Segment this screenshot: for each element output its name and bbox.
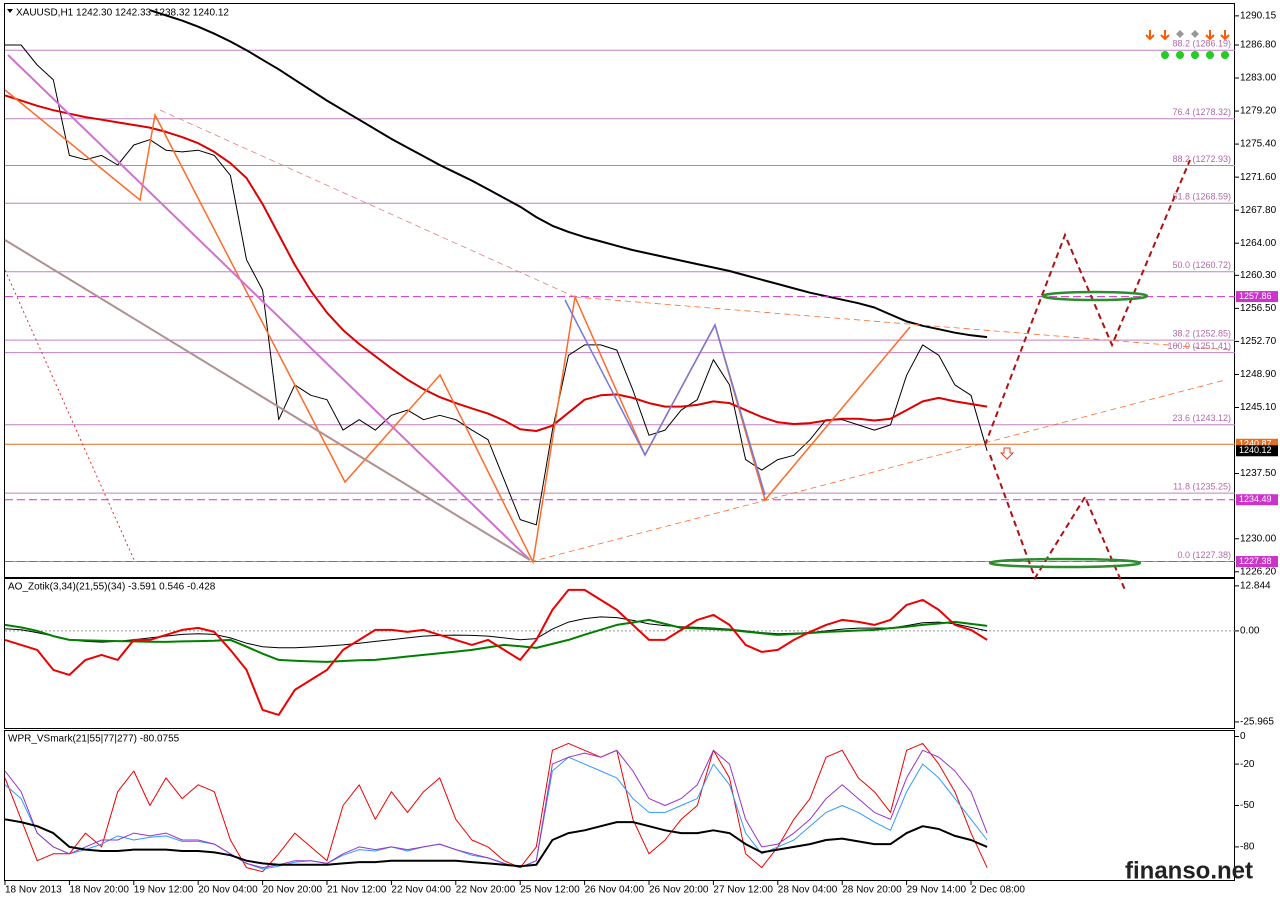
target-zone xyxy=(988,557,1142,569)
panel-title: AO_Zotik(3,34)(21,55)(34) -3.591 0.546 -… xyxy=(8,582,216,593)
price-tag xyxy=(1236,438,1278,450)
wpr-panel-border xyxy=(4,730,1235,881)
fibo-label: 23.6 (1243.12) xyxy=(1172,413,1231,423)
series-line xyxy=(4,742,988,873)
ao-panel-border xyxy=(4,578,1235,729)
y-tick-label: 1237.50 xyxy=(1240,468,1277,479)
x-tick-label: 20 Nov 20:00 xyxy=(263,885,323,896)
y-tick-label: 1248.90 xyxy=(1240,369,1277,380)
series-line xyxy=(5,44,988,526)
x-tick-label: 22 Nov 20:00 xyxy=(456,885,516,896)
x-tick-label: 18 Nov 2013 xyxy=(5,885,62,896)
y-tick-label: 1256.50 xyxy=(1240,303,1277,314)
x-tick-label: 28 Nov 20:00 xyxy=(842,885,902,896)
x-tick-label: 20 Nov 04:00 xyxy=(198,885,258,896)
fibo-label: 38.2 (1252.85) xyxy=(1172,328,1231,338)
x-tick-label: 29 Nov 14:00 xyxy=(907,885,967,896)
fibo-label: 100.0 (1251.41) xyxy=(1167,341,1231,351)
menu-triangle xyxy=(7,9,13,13)
main-panel-border xyxy=(4,3,1235,578)
fibo-label: 0.0 (1227.38) xyxy=(1177,550,1231,560)
price-tag xyxy=(1236,291,1278,303)
trend-line xyxy=(159,109,576,298)
projection-up xyxy=(984,159,1191,446)
y-tick-label: 0 xyxy=(1240,731,1246,742)
frame xyxy=(4,3,1235,881)
y-tick-label: 1264.00 xyxy=(1240,238,1277,249)
channel-line xyxy=(4,239,531,561)
target-zone xyxy=(1041,290,1149,302)
channel-line xyxy=(7,54,531,561)
price-tag-label: 1257.86 xyxy=(1239,291,1272,301)
trend-line xyxy=(4,269,136,563)
price-tag xyxy=(1236,494,1278,506)
fibo-label: 76.4 (1278.32) xyxy=(1172,107,1231,117)
panel-title: XAUUSD,H1 1242.30 1242.33 1238.32 1240.1… xyxy=(16,8,229,19)
projection-down xyxy=(989,454,1126,591)
y-tick-label: 1260.30 xyxy=(1240,270,1277,281)
y-tick-label: 1252.70 xyxy=(1240,336,1277,347)
series-line xyxy=(4,618,988,663)
x-tick-label: 22 Nov 04:00 xyxy=(391,885,451,896)
x-tick-label: 28 Nov 04:00 xyxy=(778,885,838,896)
x-tick-label: 19 Nov 12:00 xyxy=(134,885,194,896)
y-tick-label: 1279.20 xyxy=(1240,106,1277,117)
x-tick-label: 18 Nov 20:00 xyxy=(69,885,129,896)
y-tick-label: 1245.10 xyxy=(1240,402,1277,413)
y-tick-label: 0.00 xyxy=(1240,626,1260,637)
y-tick-label: 1286.80 xyxy=(1240,40,1277,51)
fibo-label: 50.0 (1260.72) xyxy=(1172,260,1231,270)
x-tick-label: 27 Nov 12:00 xyxy=(713,885,773,896)
x-tick-label: 21 Nov 12:00 xyxy=(327,885,387,896)
y-tick-label: -80 xyxy=(1240,842,1255,853)
series-line xyxy=(4,588,988,716)
watermark: finanso.net xyxy=(1125,857,1253,884)
y-tick-label: 1275.40 xyxy=(1240,139,1277,150)
zigzag-blue xyxy=(564,299,766,496)
y-tick-label: 1283.00 xyxy=(1240,73,1277,84)
price-tag xyxy=(1236,556,1278,568)
y-tick-label: 12.844 xyxy=(1240,580,1271,591)
panel-title: WPR_VSmark(21|55|77|277) -80.0755 xyxy=(8,734,180,745)
series-line xyxy=(149,9,988,339)
fibo-label: 11.8 (1235.25) xyxy=(1173,481,1231,491)
x-tick-label: 2 Dec 08:00 xyxy=(971,885,1025,896)
y-tick-label: 1226.20 xyxy=(1240,566,1277,577)
x-tick-label: 26 Nov 20:00 xyxy=(649,885,709,896)
price-tag-label: 1240.87 xyxy=(1239,439,1272,449)
y-tick-label: 1267.80 xyxy=(1240,205,1277,216)
price-tag-label: 1240.12 xyxy=(1239,445,1272,455)
y-tick-label: -20 xyxy=(1240,759,1255,770)
price-tag xyxy=(1236,445,1278,457)
y-tick-label: -50 xyxy=(1240,800,1255,811)
price-tag-label: 1234.49 xyxy=(1239,494,1272,504)
x-tick-label: 25 Nov 12:00 xyxy=(520,885,580,896)
y-tick-label: -25.965 xyxy=(1240,717,1274,728)
price-tag-label: 1227.38 xyxy=(1239,556,1272,566)
fibo-label: 88.2 (1286.19) xyxy=(1172,39,1231,49)
y-tick-label: 1271.60 xyxy=(1240,172,1277,183)
annotations xyxy=(4,9,1231,591)
x-tick-label: 26 Nov 04:00 xyxy=(585,885,645,896)
y-tick-label: 1230.00 xyxy=(1240,533,1277,544)
series-line xyxy=(4,749,988,869)
fibo-label: 61.8 (1268.59) xyxy=(1172,192,1231,202)
series-line xyxy=(4,94,988,432)
signal-icons xyxy=(1145,30,1230,59)
down-arrow xyxy=(999,447,1015,460)
y-tick-label: 1290.15 xyxy=(1240,11,1277,22)
series-line xyxy=(4,818,988,868)
fibo-label: 88.2 (1272.93) xyxy=(1172,154,1231,164)
